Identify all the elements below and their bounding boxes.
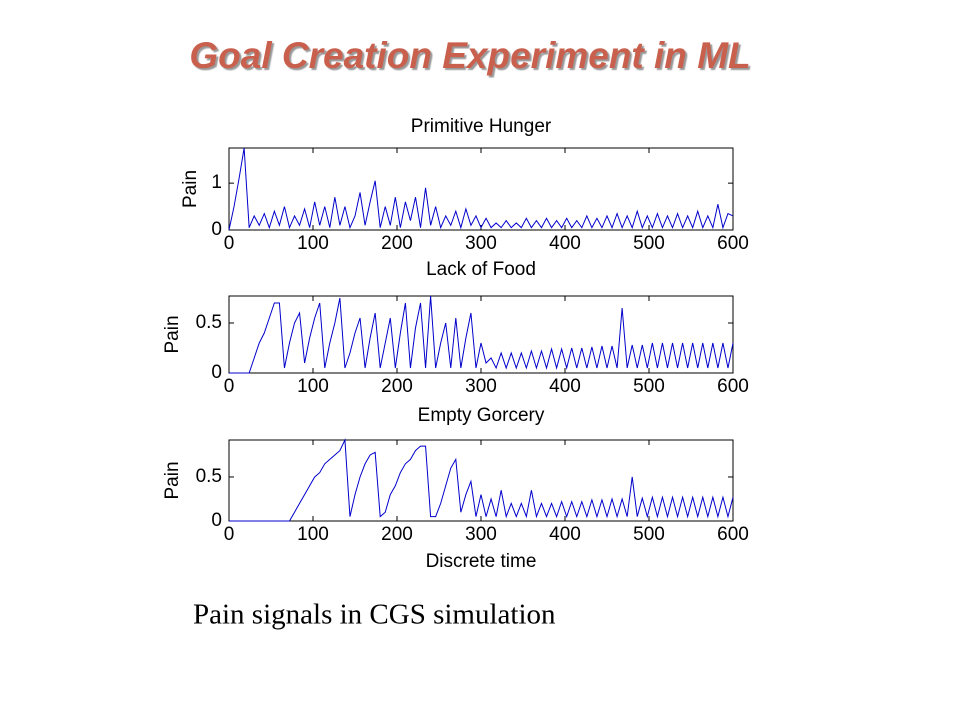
x-tick-label: 200 (381, 233, 413, 254)
signal-line (228, 147, 734, 231)
x-axis-label: Discrete time (426, 551, 537, 572)
slide-title: Goal Creation Experiment in ML (189, 35, 750, 76)
chart-title: Empty Gorcery (418, 405, 545, 426)
x-tick-label: 600 (717, 233, 749, 254)
y-tick-label: 0 (211, 510, 222, 531)
x-tick-label: 300 (465, 376, 497, 397)
y-tick-label: 0 (211, 219, 222, 240)
plot-area (228, 147, 734, 231)
x-tick-label: 500 (633, 233, 665, 254)
x-tick-label: 600 (717, 376, 749, 397)
x-tick-label: 0 (224, 524, 235, 545)
y-tick-label: 1 (211, 172, 222, 193)
x-tick-label: 0 (224, 233, 235, 254)
y-tick-label: 0 (211, 362, 222, 383)
caption: Pain signals in CGS simulation (193, 599, 556, 631)
y-tick-label: 0.5 (196, 312, 222, 333)
chart-title: Primitive Hunger (411, 116, 552, 137)
x-tick-label: 400 (549, 233, 581, 254)
y-axis-label: Pain (162, 461, 183, 499)
y-axis-label: Pain (162, 315, 183, 353)
x-tick-label: 400 (549, 376, 581, 397)
x-tick-label: 300 (465, 524, 497, 545)
x-tick-label: 200 (381, 524, 413, 545)
signal-line (229, 438, 734, 522)
x-tick-label: 400 (549, 524, 581, 545)
x-tick-label: 200 (381, 376, 413, 397)
x-tick-label: 100 (297, 233, 329, 254)
x-tick-label: 600 (717, 524, 749, 545)
x-tick-label: 100 (297, 524, 329, 545)
x-tick-label: 500 (633, 524, 665, 545)
chart-title: Lack of Food (426, 259, 536, 280)
y-tick-label: 0.5 (196, 466, 222, 487)
y-axis-label: Pain (180, 170, 201, 208)
plot-area (228, 439, 734, 522)
x-tick-label: 100 (297, 376, 329, 397)
x-tick-label: 500 (633, 376, 665, 397)
x-tick-label: 300 (465, 233, 497, 254)
x-tick-label: 0 (224, 376, 235, 397)
signal-line (229, 295, 734, 374)
